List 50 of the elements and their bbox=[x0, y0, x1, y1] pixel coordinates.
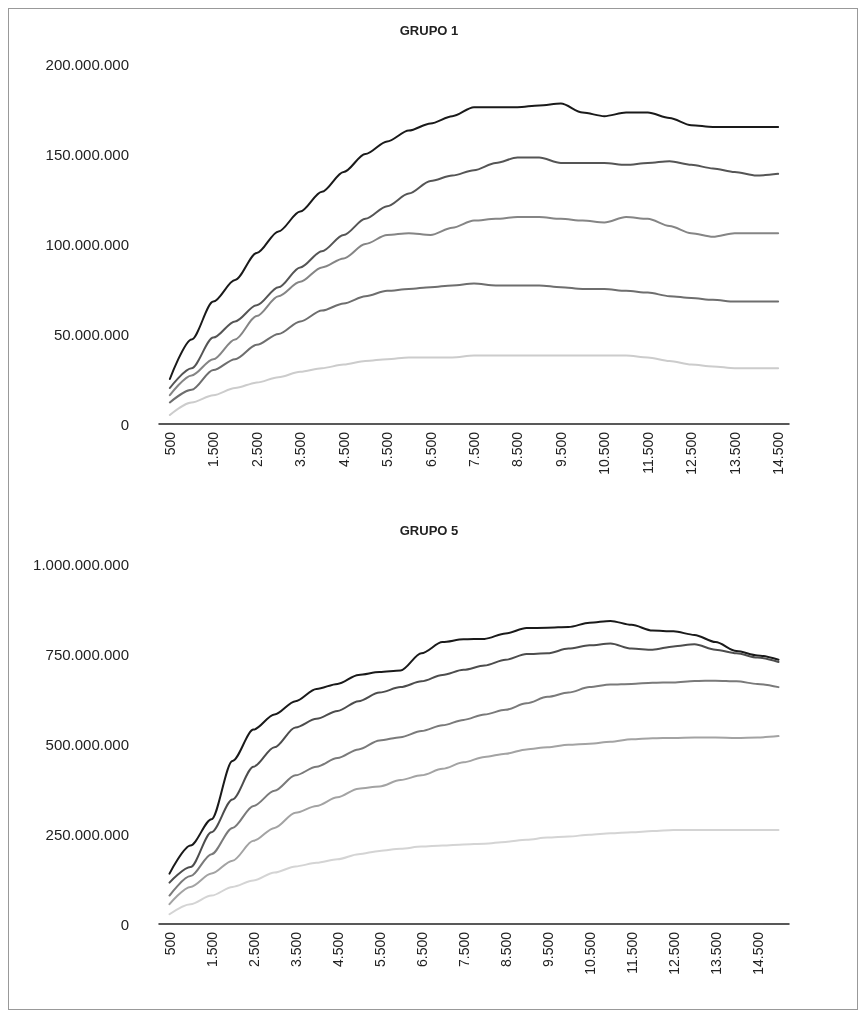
x-tick-label: 1.500 bbox=[203, 931, 220, 968]
y-tick-label: 1.000.000.000 bbox=[33, 555, 129, 573]
y-tick-label: 150.000.000 bbox=[45, 145, 129, 163]
line-series bbox=[168, 156, 780, 389]
x-tick-label: 12.500 bbox=[683, 431, 700, 475]
y-tick-label: 250.000.000 bbox=[45, 825, 129, 843]
line-series bbox=[168, 735, 780, 906]
chart-title: GRUPO 1 bbox=[399, 23, 459, 38]
x-tick-label: 2.500 bbox=[248, 431, 265, 468]
x-tick-label: 9.500 bbox=[539, 931, 556, 968]
x-tick-label: 11.500 bbox=[639, 431, 656, 474]
x-tick-label: 4.500 bbox=[329, 931, 346, 968]
y-tick-label: 750.000.000 bbox=[45, 645, 129, 663]
line-series bbox=[168, 829, 780, 916]
x-tick-label: 5.500 bbox=[371, 931, 388, 968]
x-tick-label: 7.500 bbox=[455, 931, 472, 968]
y-tick-label: 500.000.000 bbox=[45, 735, 129, 753]
x-tick-label: 14.500 bbox=[770, 431, 787, 475]
y-tick-label: 200.000.000 bbox=[45, 55, 129, 73]
x-tick-label: 5.500 bbox=[379, 431, 396, 468]
x-tick-label: 3.500 bbox=[287, 931, 304, 968]
x-tick-label: 10.500 bbox=[596, 431, 613, 475]
x-tick-label: 13.500 bbox=[707, 931, 724, 975]
x-tick-label: 8.500 bbox=[497, 931, 514, 968]
y-tick-label: 0 bbox=[120, 915, 129, 933]
x-tick-label: 14.500 bbox=[749, 931, 766, 975]
y-tick-label: 100.000.000 bbox=[45, 235, 129, 253]
x-tick-label: 11.500 bbox=[623, 931, 640, 974]
x-tick-label: 4.500 bbox=[335, 431, 352, 468]
x-tick-label: 500 bbox=[161, 431, 178, 456]
x-tick-label: 12.500 bbox=[665, 931, 682, 975]
y-tick-label: 0 bbox=[120, 415, 129, 433]
x-tick-label: 10.500 bbox=[581, 931, 598, 975]
x-tick-label: 13.500 bbox=[726, 431, 743, 475]
x-tick-label: 8.500 bbox=[509, 431, 526, 468]
line-series bbox=[168, 216, 780, 397]
line-series bbox=[168, 354, 780, 416]
x-tick-label: 6.500 bbox=[422, 431, 439, 468]
chart-title: GRUPO 5 bbox=[399, 523, 459, 538]
x-tick-label: 9.500 bbox=[552, 431, 569, 468]
line-series bbox=[168, 679, 780, 897]
x-tick-label: 3.500 bbox=[292, 431, 309, 468]
x-tick-label: 7.500 bbox=[466, 431, 482, 468]
x-tick-label: 2.500 bbox=[245, 931, 262, 968]
line-series bbox=[168, 102, 780, 380]
x-tick-label: 500 bbox=[161, 931, 178, 956]
x-tick-label: 1.500 bbox=[205, 431, 222, 468]
line-series bbox=[168, 282, 780, 404]
y-tick-label: 50.000.000 bbox=[53, 325, 129, 343]
x-tick-label: 6.500 bbox=[413, 931, 430, 968]
